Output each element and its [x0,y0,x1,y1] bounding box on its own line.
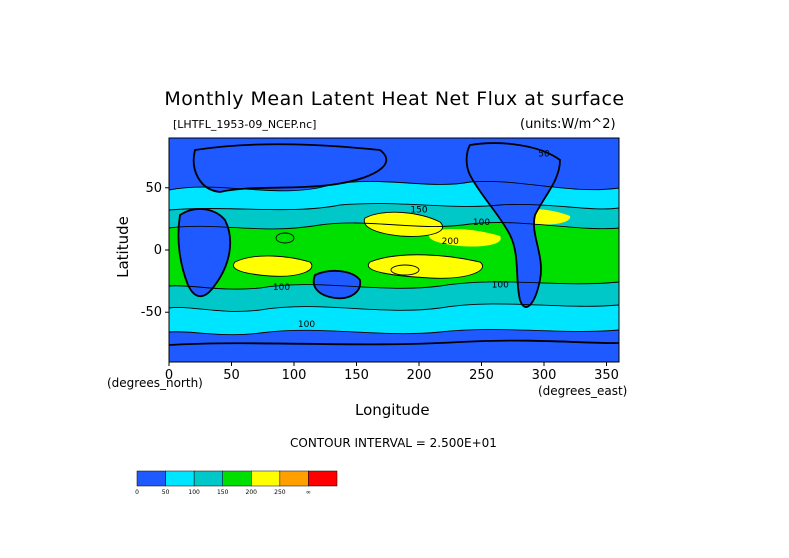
contour-value-label: 100 [473,218,490,228]
y-unit-label: (degrees_north) [107,376,203,390]
colorbar-swatch [308,470,338,487]
colorbar-swatch [279,470,309,487]
x-tick-label: 50 [223,368,240,383]
contour-line-10 [390,264,420,276]
y-tick-label: 0 [154,243,162,258]
colorbar-tick-label: ∞ [306,489,311,496]
y-tick-label: -50 [141,305,162,320]
contour-line-11 [275,232,295,244]
colorbar-tick-label: 100 [188,489,200,496]
coastline-americas [465,142,561,308]
colorbar-swatch [251,470,281,487]
contour-line-3 [169,222,619,230]
colorbar-tick-label: 250 [274,489,286,496]
contour-value-label: 150 [410,206,427,216]
heatmap-patch-200-d [428,229,501,247]
coastline-australia [312,269,362,300]
x-tick-label: 0 [165,368,173,383]
x-unit-label: (degrees_east) [538,384,628,398]
x-tick-label: 350 [594,368,619,383]
contour-interval-label: CONTOUR INTERVAL = 2.500E+01 [290,436,497,450]
colorbar-tick-label: 0 [135,489,139,496]
colorbar-tick-label: 150 [217,489,229,496]
x-tick-label: 250 [469,368,494,383]
colorbar-tick-label: 50 [162,489,170,496]
file-label: [LHTFL_1953-09_NCEP.nc] [173,118,317,131]
contour-line-9 [233,255,313,277]
contour-line-4 [169,281,619,290]
contour-line-6 [169,328,619,336]
contour-value-label: 50 [538,150,550,160]
x-tick-label: 200 [407,368,432,383]
contour-line-5 [169,303,619,312]
heatmap-patch-200-c [368,254,483,279]
colorbar-swatch [222,470,252,487]
units-label: (units:W/m^2) [520,117,616,132]
contour-value-label: 100 [492,280,509,290]
land-mask-africa [178,208,231,297]
heatmap-patch-200-a [364,212,443,237]
contour-value-label: 100 [273,283,290,293]
colorbar-swatch [193,470,223,487]
coastline-antarctica [169,339,619,346]
colorbar-swatch [136,470,166,487]
land-mask-eurasia [193,144,387,192]
heatmap-patch-200-b [233,255,312,277]
contour-value-label: 100 [298,320,315,330]
colorbar-swatch [165,470,195,487]
colorbar-tick-label: 200 [246,489,258,496]
y-tick-label: 50 [145,181,162,196]
land-mask-americas [466,143,560,308]
contour-line-2 [169,203,619,211]
x-tick-label: 300 [532,368,557,383]
chart-title: Monthly Mean Latent Heat Net Flux at sur… [164,88,625,110]
coastline-africa [177,208,232,298]
land-mask-australia [313,270,361,299]
coastline-eurasia [192,143,388,193]
contour-value-label: 200 [442,237,459,247]
contour-line-7 [363,211,443,237]
contour-line-8 [367,254,483,279]
land-mask-antarctica [169,345,619,362]
x-axis-label: Longitude [355,401,430,419]
x-tick-label: 150 [344,368,369,383]
x-tick-label: 100 [282,368,307,383]
